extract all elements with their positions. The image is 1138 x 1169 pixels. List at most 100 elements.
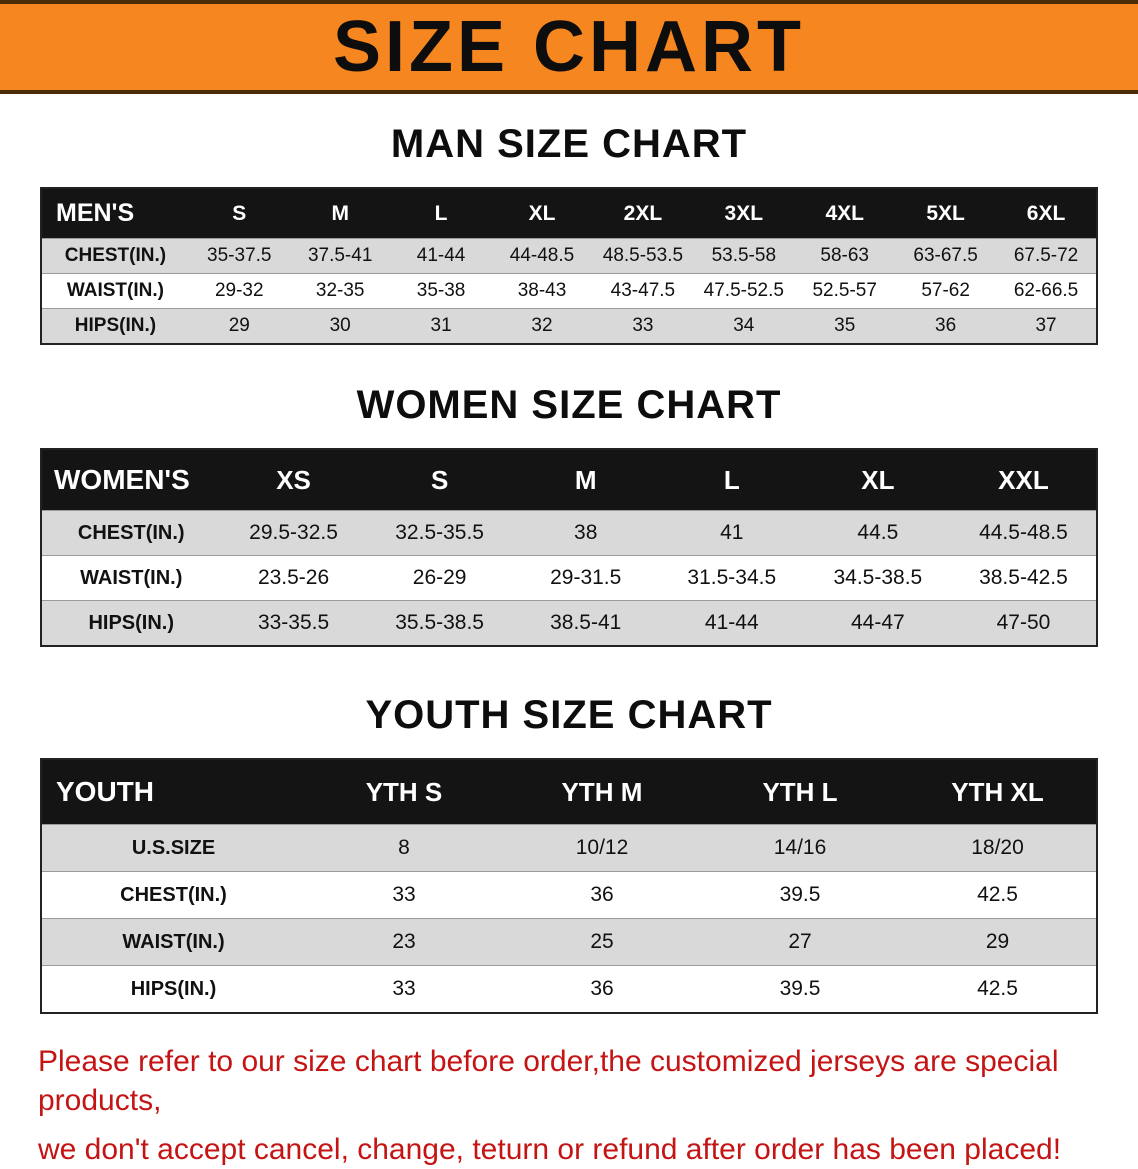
women-size-table: WOMEN'S XS S M L XL XXL CHEST(IN.) 29.5-32.5 32.5… xyxy=(40,448,1098,647)
measurement-row-label: CHEST(IN.) xyxy=(41,510,221,556)
size-value-cell: 47-50 xyxy=(950,600,1097,646)
men-size-section: MAN SIZE CHART MEN'S S M L XL 2XL 3XL 4XL 5XL 6XL… xyxy=(0,122,1138,345)
size-column-header: M xyxy=(289,188,391,239)
size-column-header: 6XL xyxy=(996,188,1097,239)
size-value-cell: 47.5-52.5 xyxy=(693,273,795,309)
size-value-cell: 58-63 xyxy=(794,238,896,274)
size-value-cell: 67.5-72 xyxy=(996,238,1097,274)
size-value-cell: 57-62 xyxy=(895,273,997,309)
youth-size-table: YOUTH YTH S YTH M YTH L YTH XL U.S.SIZE 8 10/12… xyxy=(40,758,1098,1014)
table-group-label: WOMEN'S xyxy=(41,449,221,511)
size-table-header-row: WOMEN'S XS S M L XL XXL xyxy=(41,449,1097,511)
measurement-row-label: WAIST(IN.) xyxy=(41,555,221,601)
measurement-row: HIPS(IN.) 29 30 31 32 33 34 35 36 37 xyxy=(41,308,1097,344)
size-value-cell: 33-35.5 xyxy=(220,600,367,646)
size-value-cell: 10/12 xyxy=(503,824,701,872)
size-column-header: L xyxy=(658,449,805,511)
measurement-row-label: HIPS(IN.) xyxy=(41,308,189,344)
size-table-header-row: MEN'S S M L XL 2XL 3XL 4XL 5XL 6XL xyxy=(41,188,1097,239)
disclaimer: Please refer to our size chart before or… xyxy=(38,1042,1100,1169)
disclaimer-line-1: Please refer to our size chart before or… xyxy=(38,1045,1059,1117)
table-group-label: YOUTH xyxy=(41,759,305,825)
size-value-cell: 29-31.5 xyxy=(512,555,659,601)
size-value-cell: 63-67.5 xyxy=(895,238,997,274)
size-column-header: L xyxy=(390,188,492,239)
size-column-header: S xyxy=(366,449,513,511)
measurement-row-label: CHEST(IN.) xyxy=(41,871,305,919)
size-value-cell: 62-66.5 xyxy=(996,273,1097,309)
size-value-cell: 44.5-48.5 xyxy=(950,510,1097,556)
size-value-cell: 31 xyxy=(390,308,492,344)
women-size-section: WOMEN SIZE CHART WOMEN'S XS S M L XL XXL CHEST(… xyxy=(0,383,1138,647)
size-column-header: YTH M xyxy=(503,759,701,825)
size-value-cell: 38 xyxy=(512,510,659,556)
size-column-header: XS xyxy=(220,449,367,511)
size-value-cell: 38-43 xyxy=(491,273,593,309)
size-value-cell: 42.5 xyxy=(899,871,1097,919)
size-value-cell: 29 xyxy=(188,308,290,344)
measurement-row-label: HIPS(IN.) xyxy=(41,600,221,646)
size-value-cell: 41-44 xyxy=(390,238,492,274)
size-value-cell: 39.5 xyxy=(701,871,899,919)
size-value-cell: 25 xyxy=(503,918,701,966)
size-value-cell: 53.5-58 xyxy=(693,238,795,274)
size-column-header: S xyxy=(188,188,290,239)
measurement-row: WAIST(IN.) 23.5-26 26-29 29-31.5 31.5-34.5 34… xyxy=(41,555,1097,601)
measurement-row-label: U.S.SIZE xyxy=(41,824,305,872)
size-column-header: YTH L xyxy=(701,759,899,825)
measurement-row-label: CHEST(IN.) xyxy=(41,238,189,274)
size-column-header: XL xyxy=(804,449,951,511)
size-value-cell: 38.5-41 xyxy=(512,600,659,646)
size-value-cell: 8 xyxy=(305,824,503,872)
size-column-header: 2XL xyxy=(592,188,694,239)
size-column-header: YTH XL xyxy=(899,759,1097,825)
size-value-cell: 23 xyxy=(305,918,503,966)
size-table-header-row: YOUTH YTH S YTH M YTH L YTH XL xyxy=(41,759,1097,825)
measurement-row: WAIST(IN.) 23 25 27 29 xyxy=(41,918,1097,966)
size-charts-content: MAN SIZE CHART MEN'S S M L XL 2XL 3XL 4XL 5XL 6XL… xyxy=(0,122,1138,1014)
measurement-row: CHEST(IN.) 35-37.5 37.5-41 41-44 44-48.5 48.5… xyxy=(41,238,1097,274)
measurement-row: HIPS(IN.) 33 36 39.5 42.5 xyxy=(41,965,1097,1013)
size-value-cell: 37.5-41 xyxy=(289,238,391,274)
size-value-cell: 14/16 xyxy=(701,824,899,872)
banner-title: SIZE CHART xyxy=(333,7,805,87)
size-value-cell: 35.5-38.5 xyxy=(366,600,513,646)
size-column-header: XXL xyxy=(950,449,1097,511)
size-value-cell: 37 xyxy=(996,308,1097,344)
size-value-cell: 27 xyxy=(701,918,899,966)
size-value-cell: 33 xyxy=(305,871,503,919)
youth-size-section: YOUTH SIZE CHART YOUTH YTH S YTH M YTH L YTH… xyxy=(0,693,1138,1014)
size-column-header: XL xyxy=(491,188,593,239)
size-value-cell: 41-44 xyxy=(658,600,805,646)
size-chart-banner: SIZE CHART xyxy=(0,0,1138,94)
size-value-cell: 23.5-26 xyxy=(220,555,367,601)
size-value-cell: 29 xyxy=(899,918,1097,966)
size-column-header: YTH S xyxy=(305,759,503,825)
measurement-row-label: WAIST(IN.) xyxy=(41,918,305,966)
size-column-header: M xyxy=(512,449,659,511)
youth-section-heading: YOUTH SIZE CHART xyxy=(365,693,773,737)
size-value-cell: 44-48.5 xyxy=(491,238,593,274)
size-value-cell: 32.5-35.5 xyxy=(366,510,513,556)
size-value-cell: 35-38 xyxy=(390,273,492,309)
size-value-cell: 26-29 xyxy=(366,555,513,601)
size-value-cell: 36 xyxy=(503,965,701,1013)
size-value-cell: 33 xyxy=(305,965,503,1013)
measurement-row: HIPS(IN.) 33-35.5 35.5-38.5 38.5-41 41-44 44-… xyxy=(41,600,1097,646)
size-value-cell: 44-47 xyxy=(804,600,951,646)
table-group-label: MEN'S xyxy=(41,188,189,239)
measurement-row-label: WAIST(IN.) xyxy=(41,273,189,309)
women-section-heading: WOMEN SIZE CHART xyxy=(356,383,782,427)
size-column-header: 5XL xyxy=(895,188,997,239)
measurement-row: CHEST(IN.) 29.5-32.5 32.5-35.5 38 41 44.5 44.5… xyxy=(41,510,1097,556)
size-value-cell: 41 xyxy=(658,510,805,556)
size-value-cell: 52.5-57 xyxy=(794,273,896,309)
size-value-cell: 44.5 xyxy=(804,510,951,556)
size-value-cell: 18/20 xyxy=(899,824,1097,872)
measurement-row: WAIST(IN.) 29-32 32-35 35-38 38-43 43-47.5 47.… xyxy=(41,273,1097,309)
size-value-cell: 29.5-32.5 xyxy=(220,510,367,556)
size-value-cell: 48.5-53.5 xyxy=(592,238,694,274)
men-size-table: MEN'S S M L XL 2XL 3XL 4XL 5XL 6XL CHEST(IN.) 35-37… xyxy=(40,187,1098,345)
size-value-cell: 34.5-38.5 xyxy=(804,555,951,601)
size-value-cell: 42.5 xyxy=(899,965,1097,1013)
